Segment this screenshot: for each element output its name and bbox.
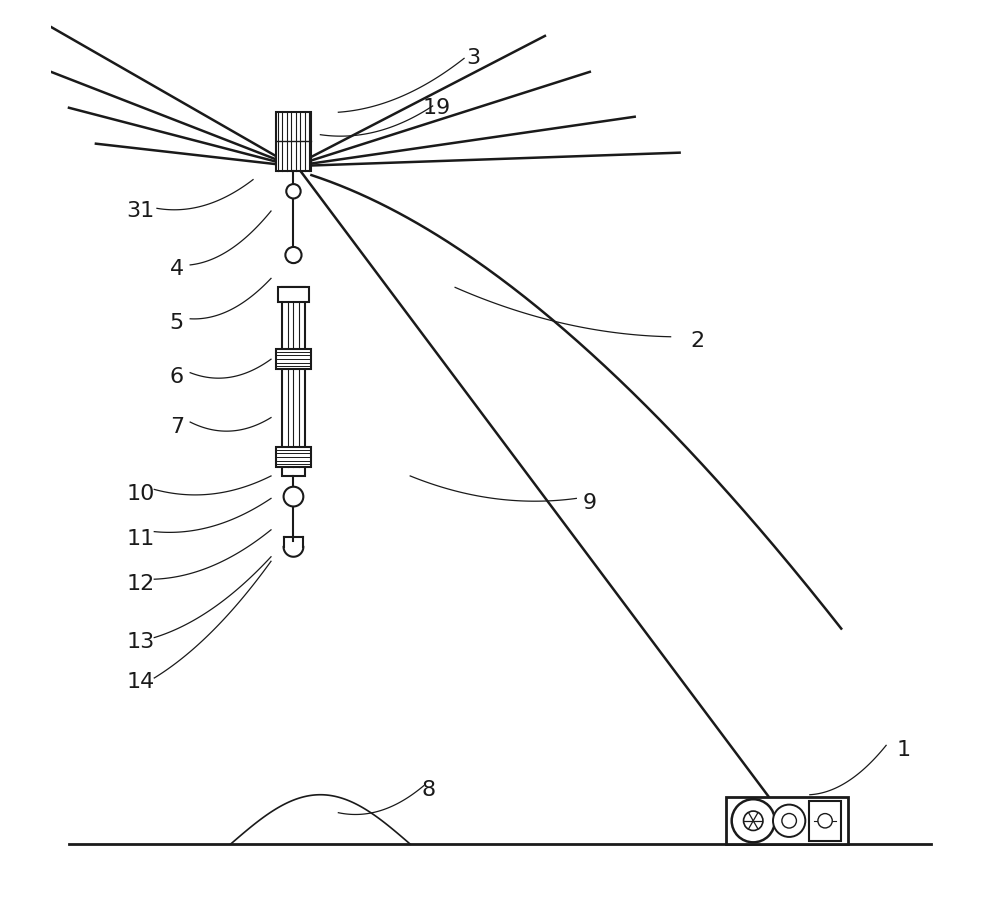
Bar bbox=[276, 112, 311, 171]
Text: 8: 8 bbox=[421, 780, 435, 800]
Bar bbox=[282, 287, 305, 476]
Bar bbox=[809, 801, 841, 841]
Text: 9: 9 bbox=[583, 493, 597, 513]
Bar bbox=[726, 797, 848, 844]
Bar bbox=[278, 287, 309, 302]
Circle shape bbox=[732, 799, 775, 842]
Bar bbox=[276, 349, 311, 369]
Text: 11: 11 bbox=[127, 529, 155, 549]
Circle shape bbox=[818, 814, 832, 828]
Text: 7: 7 bbox=[170, 417, 184, 436]
Text: 10: 10 bbox=[127, 484, 155, 504]
Circle shape bbox=[285, 247, 302, 263]
Text: 14: 14 bbox=[127, 673, 155, 692]
Text: 2: 2 bbox=[690, 331, 705, 351]
Circle shape bbox=[773, 805, 805, 837]
Circle shape bbox=[286, 184, 301, 198]
Text: 3: 3 bbox=[466, 48, 480, 68]
Text: 19: 19 bbox=[423, 98, 451, 118]
Text: 5: 5 bbox=[170, 313, 184, 333]
Circle shape bbox=[284, 487, 303, 506]
Text: 4: 4 bbox=[170, 260, 184, 279]
Circle shape bbox=[744, 811, 763, 831]
Text: 31: 31 bbox=[127, 201, 155, 221]
Bar bbox=[276, 447, 311, 467]
Text: 12: 12 bbox=[127, 574, 155, 594]
Text: 13: 13 bbox=[127, 632, 155, 652]
Text: 6: 6 bbox=[170, 367, 184, 387]
Text: 1: 1 bbox=[897, 740, 911, 760]
Circle shape bbox=[782, 814, 796, 828]
